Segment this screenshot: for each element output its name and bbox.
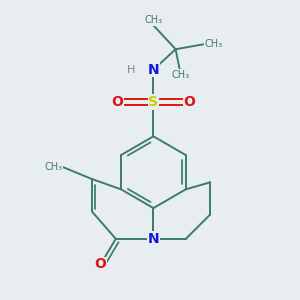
Text: S: S — [148, 95, 158, 109]
Text: CH₃: CH₃ — [205, 39, 223, 49]
Text: O: O — [183, 95, 195, 109]
Text: N: N — [148, 232, 159, 246]
Text: O: O — [112, 95, 124, 109]
Text: CH₃: CH₃ — [172, 70, 190, 80]
Text: H: H — [127, 65, 135, 75]
Text: N: N — [148, 63, 159, 77]
Text: CH₃: CH₃ — [144, 15, 163, 25]
Text: O: O — [94, 257, 106, 272]
Text: CH₃: CH₃ — [45, 162, 63, 172]
